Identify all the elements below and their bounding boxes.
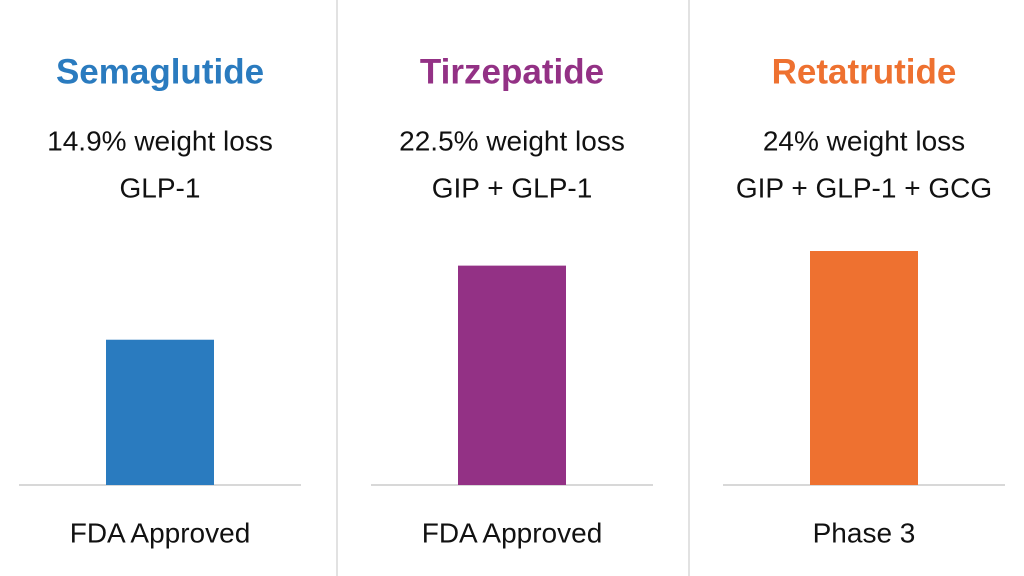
bar	[810, 251, 918, 485]
drug-name: Semaglutide	[56, 52, 264, 91]
status: Phase 3	[813, 517, 916, 548]
value-label: 14.9% weight loss	[47, 125, 273, 156]
drug-name: Retatrutide	[772, 52, 957, 91]
drug-name: Tirzepatide	[420, 52, 604, 91]
bar	[106, 339, 214, 485]
value-label: 22.5% weight loss	[399, 125, 625, 156]
value-label: 24% weight loss	[763, 125, 965, 156]
bar	[458, 265, 566, 485]
status: FDA Approved	[70, 517, 251, 548]
mechanism: GIP + GLP-1 + GCG	[736, 172, 992, 203]
mechanism: GIP + GLP-1	[432, 172, 593, 203]
status: FDA Approved	[422, 517, 603, 548]
mechanism: GLP-1	[120, 172, 201, 203]
